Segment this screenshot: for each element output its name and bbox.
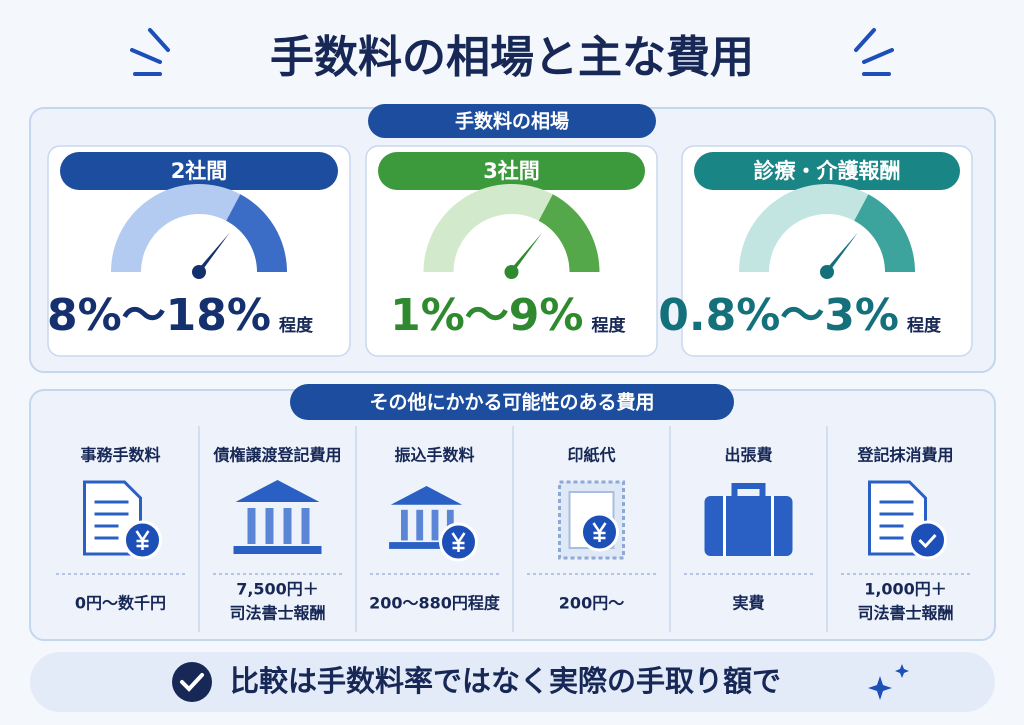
bank-column [416, 509, 424, 541]
cost-amount: 0円〜数千円 [75, 594, 166, 613]
cost-icon [704, 483, 793, 556]
rate-suffix: 程度 [907, 315, 942, 336]
footer-check-mark [180, 673, 204, 692]
rate-suffix: 程度 [279, 315, 314, 336]
gauge-dark [854, 194, 915, 272]
cost-label: 印紙代 [567, 446, 615, 465]
footer-bar [30, 652, 995, 712]
rate-pill [694, 152, 960, 190]
rate-range: 0.8%〜3% [658, 290, 899, 341]
cost-label: 出張費 [724, 446, 772, 465]
bank-roof [390, 486, 463, 505]
gauge-needle [506, 232, 543, 274]
bank-column [301, 508, 310, 544]
cost-amount: 200円〜 [559, 594, 624, 613]
bank-column [265, 508, 274, 544]
costs-heading: その他にかかる可能性のある費用 [369, 391, 654, 414]
yen-symbol [592, 522, 607, 542]
cost-icon [83, 480, 162, 560]
gauge-hub [504, 265, 519, 279]
rate-range: 8%〜18% [47, 290, 271, 341]
rates-pill [368, 104, 656, 138]
bag [704, 496, 793, 556]
cost-icon [389, 486, 478, 562]
gauge-light [111, 183, 241, 272]
costs-pill [290, 384, 734, 420]
rate-pill [60, 152, 338, 190]
gauge-needle [194, 232, 230, 274]
rate-pill [378, 152, 645, 190]
bank-base [389, 542, 464, 549]
gauge-hub [820, 265, 834, 279]
bank-column [283, 508, 292, 544]
rate-card [681, 145, 973, 357]
bag-handle [731, 483, 766, 496]
bank-column [401, 509, 408, 541]
cost-amount: 司法書士報酬 [857, 604, 953, 623]
bank-column [247, 508, 256, 544]
check-badge [908, 520, 947, 560]
rates-heading: 手数料の相場 [455, 110, 569, 133]
footer-check [172, 662, 212, 702]
gauge-light [739, 184, 869, 272]
check-mark [918, 533, 937, 549]
bank-roof [235, 480, 320, 502]
yen-symbol [451, 532, 466, 552]
rate-card [47, 145, 351, 357]
gauge-dark [538, 194, 600, 272]
cost-icon [868, 480, 947, 560]
cost-label: 登記抹消費用 [856, 446, 953, 465]
bank-column [431, 509, 439, 541]
rate-label: 診療・介護報酬 [754, 159, 901, 183]
rate-range: 1%〜9% [390, 290, 583, 341]
gauge-light [423, 183, 553, 272]
page-title: 手数料の相場と主な費用 [270, 32, 754, 83]
rate-label: 3社間 [483, 159, 540, 183]
footer-text: 比較は手数料率ではなく実際の手取り額で [230, 664, 781, 698]
cost-label: 事務手数料 [80, 446, 160, 465]
cost-label: 振込手数料 [394, 446, 474, 465]
cost-icon [558, 480, 625, 560]
cost-amount: 実費 [732, 594, 764, 613]
cost-amount: 7,500円＋ [236, 580, 319, 599]
sparkle [868, 664, 909, 700]
rate-label: 2社間 [171, 159, 228, 183]
cost-amount: 司法書士報酬 [229, 604, 325, 623]
rate-suffix: 程度 [592, 315, 627, 336]
cost-icon [233, 480, 322, 554]
cost-amount: 1,000円＋ [864, 580, 947, 599]
cost-label: 債権譲渡登記費用 [212, 446, 341, 465]
gauge-hub [192, 265, 206, 279]
rate-card [365, 145, 658, 357]
cost-amount: 200〜880円程度 [369, 594, 501, 613]
yen-symbol [135, 530, 150, 550]
title-decoration [130, 28, 894, 76]
bank-base [233, 546, 322, 554]
gauge-dark [226, 194, 287, 272]
gauge-needle [822, 232, 858, 274]
